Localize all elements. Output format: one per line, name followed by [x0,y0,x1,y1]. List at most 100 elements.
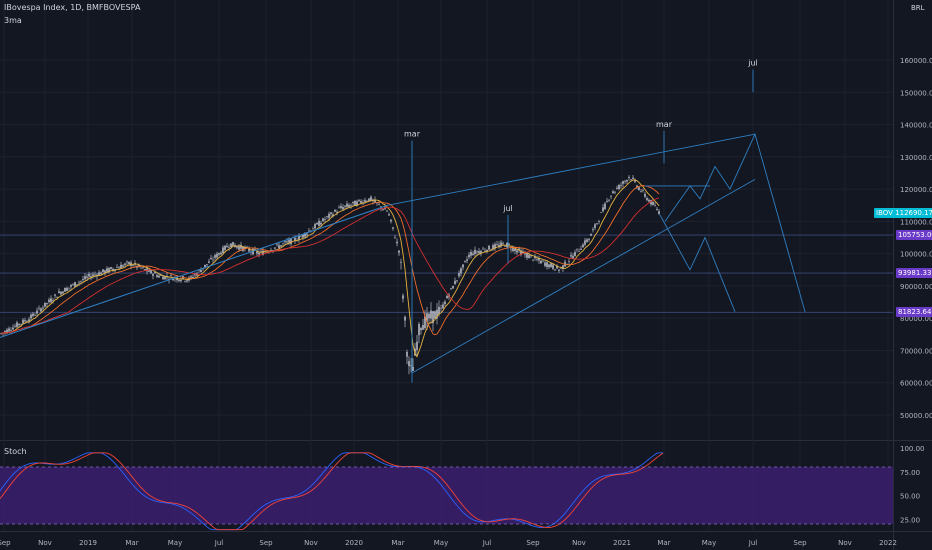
candle-body [276,244,278,245]
candle-body [532,259,534,261]
candle-body [370,196,372,201]
candle-body [112,268,114,271]
candle-body [170,275,172,276]
candle-body [624,181,626,182]
candle-body [350,204,352,206]
candle-body [238,246,240,250]
candle-body [110,267,112,270]
candle-body [634,179,636,182]
candle-body [38,307,40,309]
candle-body [172,278,174,281]
candle-body [346,203,348,207]
candle-body [364,200,366,202]
candle-body [554,269,556,271]
candle-body [498,244,500,248]
candle-body [596,223,598,224]
time-tick-label: Mar [657,539,670,547]
candle-body [318,220,320,227]
candle-body [44,302,46,307]
candle-body [272,250,274,251]
candle-body [538,258,540,261]
stoch-tick-label: 75.00 [900,469,920,477]
candle-body [438,306,440,315]
candle-body [608,200,610,201]
candle-body [642,190,644,191]
candle-body [186,280,188,282]
candle-body [620,185,622,186]
candle-body [556,265,558,269]
candle-body [394,237,396,239]
candle-body [60,291,62,295]
candle-body [376,202,378,204]
candle-body [434,311,436,319]
stoch-tick-label: 25.00 [900,516,920,524]
price-tick-label: 80000.00 [900,315,932,323]
time-tick-label: Sep [259,539,273,547]
candle-body [280,245,282,247]
time-tick-label: 2020 [345,539,363,547]
candle-body [24,320,26,322]
stoch-label[interactable]: Stoch [4,447,27,456]
candle-body [218,252,220,255]
candle-body [456,279,458,281]
time-tick-label: Jul [482,539,492,547]
candle-body [452,285,454,289]
candle-body [64,287,66,292]
candle-body [28,319,30,322]
candle-body [40,308,42,312]
indicator-legend[interactable]: 3ma [4,16,22,25]
candle-body [408,361,410,367]
candle-body [338,207,340,209]
time-tick-label: Jul [214,539,224,547]
candle-body [458,273,460,277]
candle-body [212,259,214,261]
price-tick-label: 50000.00 [900,412,932,420]
candle-body [418,323,420,336]
candle-body [84,276,86,280]
candle-body [658,211,660,214]
candle-body [70,285,72,287]
candle-body [294,237,296,241]
candle-body [178,279,180,282]
candle-body [102,269,104,272]
candle-body [16,322,18,328]
candle-body [360,200,362,203]
candle-body [626,179,628,182]
candle-body [482,248,484,250]
candle-body [298,235,300,241]
level-tag: 93981.33 [896,268,932,279]
candle-body [430,310,432,319]
month-annotation: jul [502,204,513,213]
candle-body [586,239,588,242]
candle-body [616,187,618,189]
candle-body [568,261,570,262]
stoch-k-line [0,452,663,531]
candle-body [244,247,246,249]
candle-body [486,249,488,252]
time-tick-label: May [702,539,716,547]
candle-body [284,241,286,243]
candle-body [308,230,310,232]
candle-body [76,284,78,286]
candle-body [12,327,14,330]
price-tick-label: 150000.00 [900,89,932,97]
candle-body [262,250,264,256]
candle-body [366,201,368,202]
time-tick-label: Mar [391,539,404,547]
candle-body [612,191,614,194]
candle-body [158,275,160,278]
candle-body [86,276,88,278]
moving-average-line [0,185,660,336]
candle-body [636,185,638,188]
ibov-value: 112690.17 [895,208,932,217]
candle-body [638,187,640,190]
candle-body [630,179,632,181]
candle-body [402,295,404,299]
candle-body [618,185,620,189]
candle-body [562,265,564,269]
candle-body [138,264,140,267]
candle-body [152,274,154,276]
candle-body [258,252,260,255]
candle-body [202,268,204,270]
